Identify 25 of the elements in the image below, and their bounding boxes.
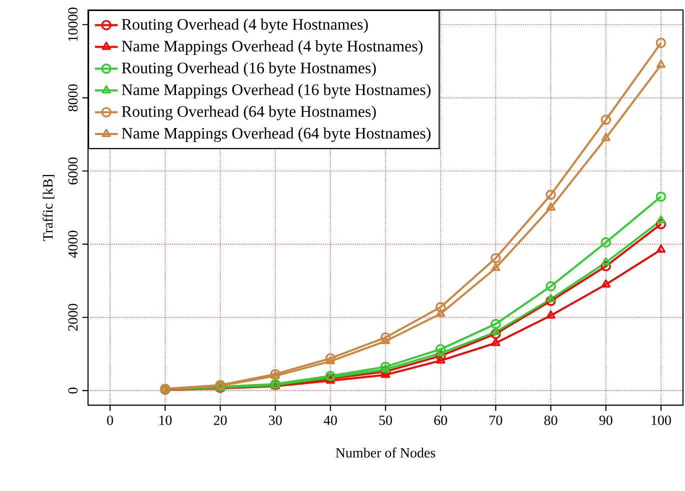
x-tick-label: 80 (544, 415, 558, 425)
legend-label: Routing Overhead (64 byte Hostnames) (122, 106, 376, 120)
y-tick-label: 2000 (68, 304, 78, 331)
x-axis-title: Number of Nodes (336, 447, 436, 458)
legend-label: Name Mappings Overhead (16 byte Hostnames) (122, 84, 430, 98)
x-tick-label: 90 (599, 415, 612, 425)
x-tick-label: 60 (434, 415, 448, 425)
legend-label: Name Mappings Overhead (4 byte Hostnames) (122, 40, 422, 55)
legend-label: Routing Overhead (16 byte Hostnames) (122, 62, 376, 77)
y-tick-label: 4000 (68, 230, 78, 258)
x-tick-label: 50 (379, 415, 392, 425)
x-tick-label: 40 (324, 415, 337, 425)
x-tick-label: 70 (490, 415, 502, 425)
y-axis-title: Traffic [kB] (42, 174, 54, 241)
legend-label: Name Mappings Overhead (64 byte Hostnames) (122, 127, 430, 142)
x-tick-label: 0 (107, 415, 114, 425)
x-tick-label: 10 (159, 415, 172, 425)
x-tick-label: 20 (214, 415, 227, 425)
x-tick-label: 30 (269, 415, 282, 425)
y-tick-label: 10000 (68, 8, 78, 41)
y-tick-label: 6000 (68, 157, 78, 184)
y-tick-label: 8000 (68, 84, 78, 112)
y-tick-label: 0 (68, 387, 78, 394)
legend-label: Routing Overhead (4 byte Hostnames) (122, 18, 368, 33)
x-tick-label: 100 (652, 415, 671, 425)
